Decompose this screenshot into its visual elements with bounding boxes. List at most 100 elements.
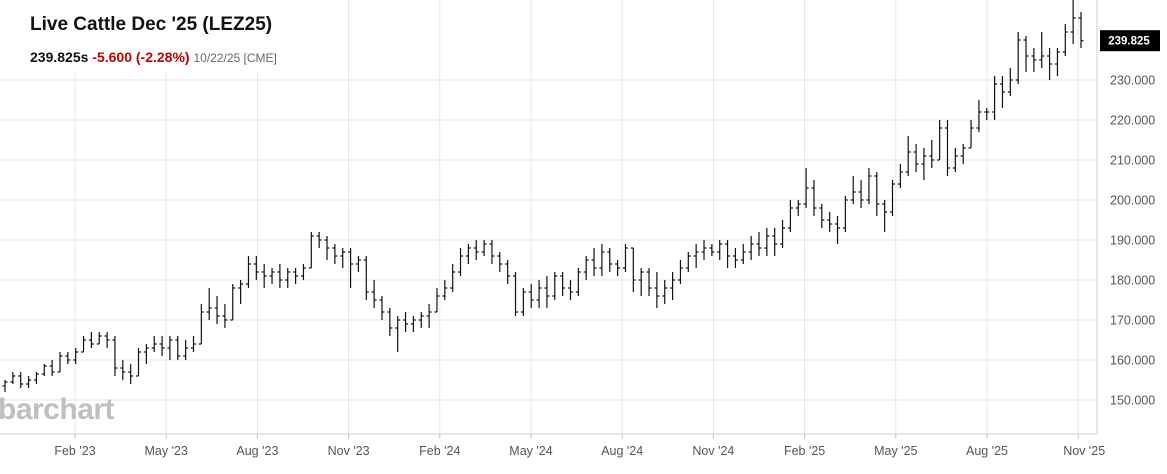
x-tick-label: Feb '23 bbox=[54, 444, 95, 458]
y-tick-label: 180.000 bbox=[1110, 274, 1155, 288]
ohlc-bar bbox=[403, 312, 409, 332]
ohlc-bar bbox=[897, 164, 903, 188]
ohlc-bar bbox=[709, 244, 715, 256]
ohlc-bar bbox=[324, 236, 330, 260]
y-tick-label: 170.000 bbox=[1110, 314, 1155, 328]
y-tick-label: 190.000 bbox=[1110, 234, 1155, 248]
ohlc-bar bbox=[630, 247, 636, 292]
ohlc-bar bbox=[835, 216, 841, 244]
ohlc-bar bbox=[842, 196, 848, 232]
y-tick-label: 210.000 bbox=[1110, 154, 1155, 168]
ohlc-bar bbox=[654, 272, 660, 308]
ohlc-bar bbox=[1078, 12, 1084, 48]
ohlc-bar bbox=[952, 148, 958, 172]
ohlc-bar bbox=[167, 336, 173, 360]
ohlc-bar bbox=[505, 260, 511, 284]
last-price-label: 239.825 bbox=[1108, 36, 1150, 48]
ohlc-bar bbox=[300, 264, 306, 280]
y-axis-tick-labels: 150.000 160.000 170.000 180.000 190.000 200.0… bbox=[1110, 74, 1155, 408]
x-tick-label: May '24 bbox=[509, 444, 552, 458]
ohlc-bar bbox=[670, 272, 676, 300]
x-tick-label: Feb '25 bbox=[784, 444, 825, 458]
ohlc-bar bbox=[544, 276, 550, 308]
ohlc-bar bbox=[622, 244, 628, 272]
ohlc-bar bbox=[615, 260, 621, 276]
ohlc-bar bbox=[732, 248, 738, 268]
ohlc-bar bbox=[308, 232, 314, 269]
ohlc-bar bbox=[481, 240, 487, 256]
ohlc-bar bbox=[387, 308, 393, 336]
ohlc-bar bbox=[442, 280, 448, 300]
ohlc-bar bbox=[1007, 68, 1013, 96]
x-tick-label: May '23 bbox=[145, 444, 188, 458]
ohlc-bar bbox=[1015, 32, 1021, 84]
ohlc-bar bbox=[143, 344, 149, 364]
ohlc-bar bbox=[921, 148, 927, 180]
ohlc-bar bbox=[992, 76, 998, 120]
ohlc-bar bbox=[269, 268, 275, 284]
ohlc-bar bbox=[112, 336, 118, 376]
quote-line: 239.825s -5.600 (-2.28%) 10/22/25 [CME] bbox=[30, 49, 277, 65]
ohlc-bar bbox=[363, 256, 369, 300]
ohlc-bar bbox=[638, 268, 644, 296]
x-tick-label: Aug '25 bbox=[966, 444, 1008, 458]
ohlc-bar bbox=[120, 360, 126, 380]
ohlc-bar bbox=[285, 268, 291, 288]
ohlc-bar bbox=[764, 228, 770, 256]
chart-title: Live Cattle Dec '25 (LEZ25) bbox=[30, 14, 273, 35]
ohlc-bar bbox=[10, 372, 16, 384]
ohlc-bar bbox=[740, 244, 746, 264]
y-tick-label: 200.000 bbox=[1110, 194, 1155, 208]
ohlc-bar bbox=[1047, 48, 1053, 80]
ohlc-bar bbox=[787, 200, 793, 232]
ohlc-bar bbox=[560, 272, 566, 296]
ohlc-bar bbox=[984, 108, 990, 120]
ohlc-bar bbox=[513, 272, 519, 316]
ohlc-bar bbox=[450, 264, 456, 292]
ohlc-bar bbox=[693, 244, 699, 268]
last-price: 239.825s bbox=[30, 49, 89, 65]
ohlc-bar bbox=[567, 280, 573, 300]
ohlc-bar bbox=[725, 240, 731, 268]
ohlc-bar bbox=[811, 180, 817, 216]
ohlc-bar bbox=[277, 264, 283, 288]
ohlc-bar bbox=[591, 248, 597, 276]
quote-date-exchange: 10/22/25 [CME] bbox=[193, 51, 277, 65]
last-price-marker: 239.825 bbox=[1100, 30, 1160, 52]
ohlc-bar bbox=[905, 136, 911, 176]
ohlc-bar bbox=[1070, 0, 1076, 44]
barchart-logo: barchart bbox=[0, 393, 115, 426]
ohlc-bar bbox=[960, 144, 966, 164]
y-tick-label: 220.000 bbox=[1110, 114, 1155, 128]
x-tick-label: Nov '24 bbox=[692, 444, 734, 458]
ohlc-bar bbox=[159, 336, 165, 356]
ohlc-bars bbox=[2, 0, 1084, 392]
ohlc-bar bbox=[772, 228, 778, 256]
ohlc-bar bbox=[395, 316, 401, 352]
ohlc-bar bbox=[175, 336, 181, 360]
ohlc-bar bbox=[976, 100, 982, 132]
y-tick-label: 160.000 bbox=[1110, 354, 1155, 368]
ohlc-bar bbox=[418, 312, 424, 328]
ohlc-bar bbox=[1062, 24, 1068, 56]
ohlc-bar bbox=[756, 232, 762, 256]
ohlc-bar bbox=[371, 280, 377, 308]
ohlc-bar bbox=[18, 372, 24, 388]
ohlc-bar bbox=[65, 352, 71, 364]
ohlc-bar bbox=[685, 252, 691, 272]
ohlc-bar bbox=[355, 256, 361, 272]
ohlc-bar bbox=[944, 120, 950, 176]
ohlc-bar bbox=[489, 240, 495, 264]
ohlc-bar bbox=[1023, 36, 1029, 72]
ohlc-bar bbox=[379, 296, 385, 320]
ohlc-bar bbox=[81, 336, 87, 353]
ohlc-bar bbox=[316, 232, 322, 248]
ohlc-bar bbox=[206, 288, 212, 320]
ohlc-bar bbox=[410, 316, 416, 332]
ohlc-bar bbox=[583, 256, 589, 280]
ohlc-bar bbox=[41, 364, 47, 376]
ohlc-bar bbox=[230, 284, 236, 321]
vertical-gridlines bbox=[74, 0, 1079, 439]
ohlc-bar bbox=[827, 212, 833, 232]
